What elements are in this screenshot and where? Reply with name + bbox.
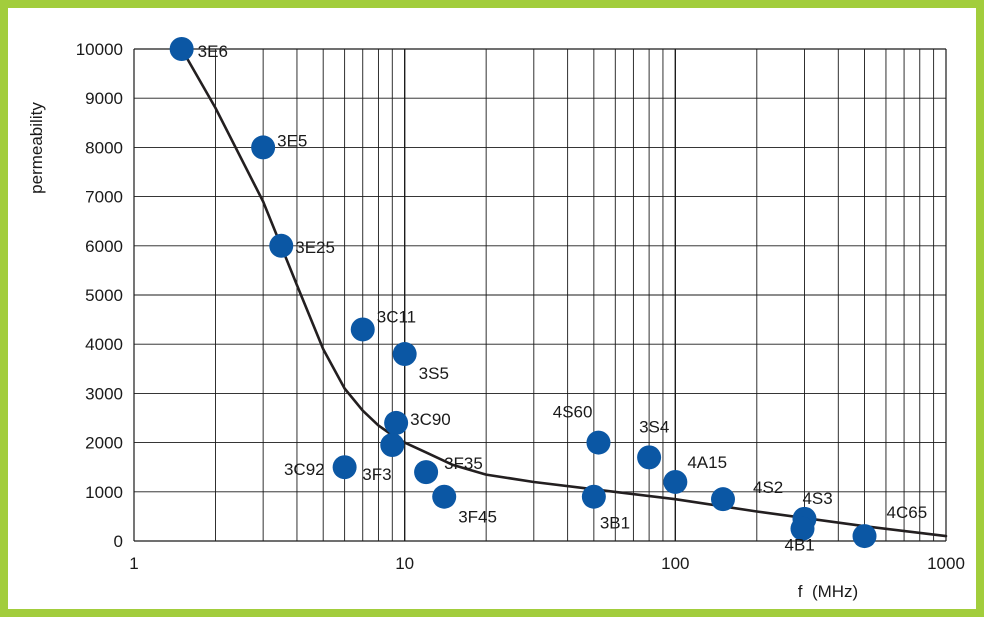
tick-labels: 0 1000 2000 3000 4000 5000 6000 7000 8000 9000 100… [76,40,965,573]
grid [133,48,947,542]
y-tick-label: 10000 [76,40,123,59]
point-label-4s3: 4S3 [802,489,832,508]
data-point-3f3 [380,433,405,458]
data-point-3f45 [432,484,457,509]
trend-line [180,47,948,538]
point-label-4s2: 4S2 [753,478,783,497]
data-point-3e5 [251,135,276,160]
point-label-3c11: 3C11 [377,307,416,326]
x-axis-title: f (MHz) [798,582,858,601]
data-point-3c92 [332,455,357,480]
data-point-3b1 [581,484,606,509]
point-label-3b1: 3B1 [600,514,630,533]
trend-line-group [180,47,948,538]
x-tick-label: 100 [661,554,689,573]
data-point-3c90 [384,410,409,435]
data-point-4s2 [710,487,735,512]
point-labels: 3E6 3E5 3E25 3C11 3S5 3C90 3F3 3C92 3F35 3F45 4S60… [198,42,927,555]
data-point-3s5 [392,342,417,367]
point-label-3f3: 3F3 [362,465,391,484]
y-tick-label: 7000 [85,188,123,207]
y-axis-title: permeability [27,102,46,194]
data-point-3s4 [637,445,662,470]
y-tick-label: 0 [114,532,123,551]
point-label-3f45: 3F45 [458,508,497,527]
data-point-3e6 [169,37,194,61]
point-label-3e25: 3E25 [295,238,335,257]
y-tick-label: 3000 [85,384,123,403]
y-tick-label: 9000 [85,89,123,108]
data-point-4c65 [852,524,877,549]
x-tick-label: 10 [395,554,414,573]
point-label-3c92: 3C92 [284,460,325,479]
data-points [169,37,877,549]
y-tick-label: 1000 [85,483,123,502]
y-tick-label: 2000 [85,434,123,453]
point-label-4c65: 4C65 [887,503,928,522]
point-label-4a15: 4A15 [687,453,727,472]
data-point-3e25 [269,233,294,258]
data-point-4s60 [586,430,611,455]
y-tick-label: 5000 [85,286,123,305]
data-point-3c11 [350,317,375,342]
point-label-3e5: 3E5 [277,131,307,150]
scatter-chart: 0 1000 2000 3000 4000 5000 6000 7000 8000 9000 100… [27,37,965,601]
y-tick-label: 8000 [85,138,123,157]
point-label-4b1: 4B1 [784,536,814,555]
data-point-4a15 [663,469,688,494]
x-tick-label: 1 [129,554,138,573]
y-tick-label: 4000 [85,335,123,354]
data-point-4b1 [790,516,815,541]
data-point-3f35 [414,460,439,485]
point-label-4s60: 4S60 [553,403,593,422]
point-label-3s4: 3S4 [639,417,669,436]
point-label-3s5: 3S5 [419,364,449,383]
point-label-3e6: 3E6 [198,42,228,61]
point-label-3c90: 3C90 [410,410,451,429]
chart-frame: 0 1000 2000 3000 4000 5000 6000 7000 8000 9000 100… [8,8,976,609]
point-label-3f35: 3F35 [444,454,483,473]
y-tick-label: 6000 [85,237,123,256]
x-tick-label: 1000 [927,554,965,573]
